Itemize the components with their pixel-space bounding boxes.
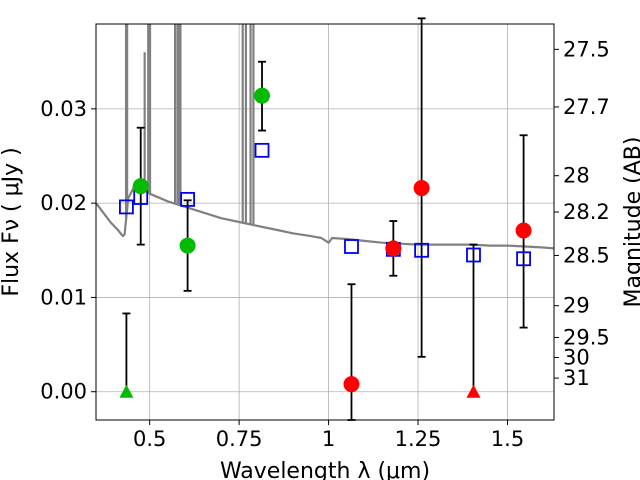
magnitude-tick-label: 27.5: [563, 37, 610, 61]
data-point-circle: [254, 87, 271, 104]
error-bars: [122, 17, 528, 421]
magnitude-tick-label: 27.7: [563, 95, 610, 119]
data-point-circle: [179, 237, 196, 254]
plot-frame: [95, 23, 555, 421]
data-point-square: [466, 247, 481, 263]
magnitude-tick-label: 28: [563, 164, 590, 188]
data-point-circle: [413, 180, 430, 197]
data-point-circle: [385, 240, 402, 257]
y-tick-label: 0.00: [40, 380, 87, 404]
model-spectrum: [96, 24, 554, 250]
data-point-square: [344, 239, 359, 254]
y-tick-label: 0.02: [40, 191, 87, 215]
data-point-square: [119, 199, 134, 215]
y-ticks: 0.00 0.01 0.02 0.03: [40, 97, 96, 404]
y-axis-label: Flux Fν ( μJy ): [0, 147, 24, 296]
magnitude-tick-label: 30: [563, 345, 590, 369]
y-tick-label: 0.03: [40, 97, 87, 121]
x-axis-label: Wavelength λ (μm): [220, 459, 430, 480]
magnitude-tick-label: 28.2: [563, 200, 610, 224]
magnitude-tick-label: 29: [563, 294, 590, 318]
data-point-square: [180, 191, 196, 207]
data-point-square: [254, 142, 270, 158]
x-tick-label: 1.5: [491, 427, 524, 451]
x-tick-label: 0.5: [133, 427, 166, 451]
right-axis-label: Magnitude (AB): [621, 137, 640, 308]
y-tick-label: 0.01: [40, 285, 87, 309]
spectrum-continuum: [96, 183, 554, 250]
magnitude-tick-label: 31: [563, 366, 590, 390]
x-ticks: 0.5 0.75 1 1.25 1.5: [133, 420, 524, 451]
data-point-triangle: [466, 384, 481, 398]
data-point-circle: [132, 178, 149, 195]
magnitude-tick-label: 28.5: [563, 243, 610, 267]
data-point-circle: [515, 222, 532, 239]
data-point-circle: [343, 376, 360, 393]
magnitude-tick-label: 29.5: [563, 325, 610, 349]
grid: [96, 24, 554, 420]
x-tick-label: 1: [322, 427, 335, 451]
x-tick-label: 1.25: [395, 427, 442, 451]
x-tick-label: 0.75: [216, 427, 263, 451]
data-markers: [119, 87, 532, 398]
data-point-triangle: [119, 384, 134, 398]
data-point-square: [414, 242, 430, 258]
data-point-square: [516, 251, 531, 267]
